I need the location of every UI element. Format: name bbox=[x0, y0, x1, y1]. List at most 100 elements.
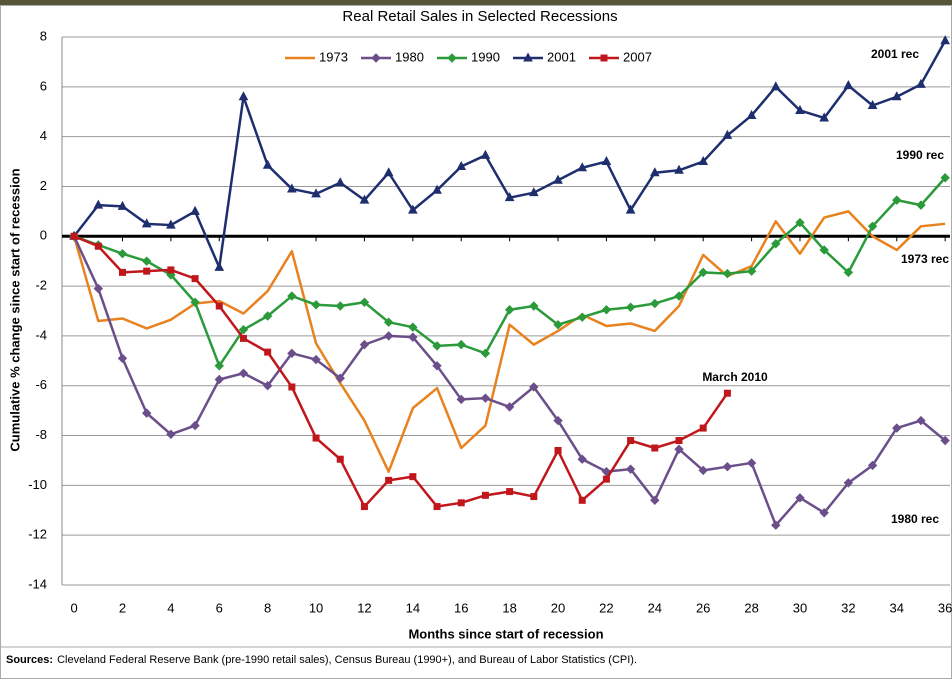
marker bbox=[456, 339, 466, 350]
series bbox=[72, 210, 946, 473]
x-axis-title: Months since start of recession bbox=[408, 626, 603, 641]
legend-marker bbox=[523, 52, 533, 62]
x-tick-label: 18 bbox=[502, 600, 516, 615]
marker bbox=[843, 478, 854, 488]
marker bbox=[819, 245, 829, 255]
sources-text: Cleveland Federal Reserve Bank (pre-1990… bbox=[57, 654, 637, 666]
marker bbox=[359, 339, 370, 350]
marker bbox=[940, 435, 950, 446]
marker bbox=[553, 415, 563, 426]
marker bbox=[892, 195, 902, 205]
marker bbox=[553, 174, 563, 184]
y-tick-label: -14 bbox=[28, 576, 47, 591]
marker bbox=[264, 348, 272, 356]
marker bbox=[408, 332, 418, 342]
x-tick-label: 0 bbox=[70, 600, 77, 615]
marker bbox=[409, 473, 417, 481]
marker bbox=[554, 446, 562, 454]
marker bbox=[746, 458, 757, 468]
marker bbox=[141, 256, 152, 266]
series bbox=[70, 232, 731, 511]
marker bbox=[892, 423, 902, 433]
marker bbox=[166, 219, 176, 229]
marker bbox=[262, 159, 273, 169]
legend-label: 1973 bbox=[319, 49, 348, 64]
marker bbox=[578, 496, 586, 504]
marker bbox=[287, 348, 297, 359]
marker bbox=[940, 35, 950, 45]
marker bbox=[601, 155, 612, 166]
marker bbox=[214, 374, 224, 385]
x-tick-label: 36 bbox=[938, 600, 952, 615]
marker bbox=[166, 429, 176, 440]
marker bbox=[94, 242, 102, 250]
marker bbox=[383, 331, 394, 341]
marker bbox=[335, 301, 345, 311]
marker bbox=[287, 291, 297, 301]
marker bbox=[238, 91, 249, 101]
marker bbox=[383, 317, 394, 327]
x-tick-label: 22 bbox=[599, 600, 613, 615]
marker bbox=[530, 493, 538, 501]
marker bbox=[891, 91, 902, 101]
marker bbox=[312, 434, 320, 442]
y-tick-label: 6 bbox=[40, 78, 47, 93]
x-tick-label: 30 bbox=[793, 600, 807, 615]
marker bbox=[650, 298, 660, 309]
marker bbox=[602, 475, 610, 483]
marker bbox=[433, 503, 441, 511]
series-line bbox=[72, 210, 946, 473]
marker bbox=[70, 232, 78, 240]
chart-title: Real Retail Sales in Selected Recessions bbox=[342, 8, 617, 25]
annotation: 1980 rec bbox=[891, 512, 939, 526]
marker bbox=[650, 495, 660, 506]
marker bbox=[190, 420, 200, 431]
marker bbox=[215, 302, 223, 310]
marker bbox=[383, 167, 394, 177]
marker bbox=[722, 268, 733, 279]
marker bbox=[722, 129, 733, 139]
marker bbox=[311, 300, 321, 310]
marker bbox=[504, 402, 515, 412]
marker bbox=[93, 283, 104, 294]
marker bbox=[770, 81, 781, 91]
marker bbox=[311, 354, 321, 365]
marker bbox=[625, 204, 636, 214]
marker bbox=[916, 415, 926, 426]
y-tick-label: 2 bbox=[40, 178, 47, 193]
x-tick-label: 34 bbox=[890, 600, 904, 615]
marker bbox=[359, 297, 370, 307]
marker bbox=[432, 341, 442, 351]
marker bbox=[916, 200, 926, 210]
marker bbox=[528, 187, 539, 197]
marker bbox=[143, 267, 151, 275]
legend-label: 1990 bbox=[471, 49, 500, 64]
marker bbox=[456, 160, 467, 171]
marker bbox=[311, 188, 321, 198]
x-tick-label: 26 bbox=[696, 600, 710, 615]
marker bbox=[867, 460, 878, 471]
marker bbox=[625, 464, 636, 474]
marker bbox=[480, 149, 491, 159]
marker bbox=[287, 183, 297, 193]
annotation: March 2010 bbox=[702, 370, 768, 384]
marker bbox=[190, 297, 200, 307]
marker bbox=[360, 503, 368, 511]
marker bbox=[867, 221, 878, 232]
y-tick-label: 4 bbox=[40, 128, 47, 143]
marker bbox=[141, 408, 152, 418]
marker bbox=[940, 173, 950, 183]
top-bar bbox=[0, 0, 952, 5]
marker bbox=[819, 112, 830, 122]
legend-marker bbox=[371, 53, 381, 63]
marker bbox=[674, 291, 684, 301]
marker bbox=[843, 267, 854, 278]
marker bbox=[504, 305, 515, 315]
y-tick-label: -8 bbox=[35, 427, 47, 442]
marker bbox=[480, 348, 491, 359]
marker bbox=[577, 162, 588, 172]
marker bbox=[117, 200, 128, 210]
marker bbox=[191, 275, 199, 283]
sources-label: Sources: bbox=[6, 654, 53, 666]
